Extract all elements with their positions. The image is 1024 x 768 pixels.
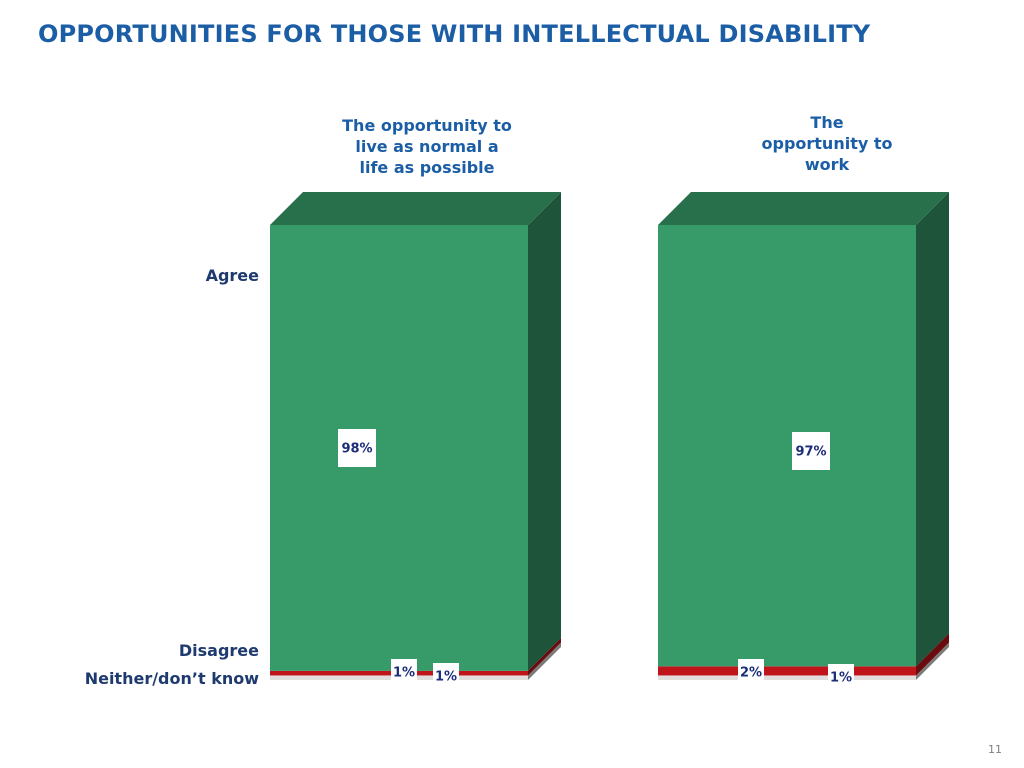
value-label-disagree-2: 2% xyxy=(740,666,762,681)
series-label-agree: Agree xyxy=(205,266,259,285)
bar-side-disagree-2 xyxy=(916,633,949,676)
slide-title: OPPORTUNITIES FOR THOSE WITH INTELLECTUA… xyxy=(38,20,871,48)
value-label-box-agree-2 xyxy=(792,432,830,470)
bar-side-disagree-1 xyxy=(528,637,561,676)
value-label-agree-2: 97% xyxy=(795,445,826,460)
value-label-box-agree-1 xyxy=(338,429,376,467)
value-label-box-neither-1 xyxy=(433,663,459,689)
value-label-box-disagree-2 xyxy=(738,659,764,685)
value-label-box-disagree-1 xyxy=(391,659,417,685)
series-label-neither: Neither/don’t know xyxy=(84,669,259,688)
bar-top-2 xyxy=(658,192,949,225)
series-label-disagree: Disagree xyxy=(178,641,259,660)
bar-agree-1 xyxy=(270,225,528,671)
value-label-neither-1: 1% xyxy=(435,670,457,685)
bar-agree-2 xyxy=(658,225,916,667)
value-label-box-neither-2 xyxy=(828,664,854,690)
bar-side-neither-2 xyxy=(916,642,949,680)
value-label-disagree-1: 1% xyxy=(393,666,415,681)
category-label-work: The opportunity to work xyxy=(761,113,893,174)
bar-disagree-2 xyxy=(658,666,916,676)
page-number: 11 xyxy=(988,743,1002,756)
bar-side-neither-1 xyxy=(528,642,561,680)
value-label-agree-1: 98% xyxy=(341,442,372,457)
value-label-neither-2: 1% xyxy=(830,671,852,686)
bar-top-1 xyxy=(270,192,561,225)
bar-neither-2 xyxy=(658,675,916,680)
category-label-normal-life: The opportunity to live as normal a life… xyxy=(342,116,512,177)
bar-side-agree-1 xyxy=(528,192,561,671)
bar-side-agree-2 xyxy=(916,192,949,667)
